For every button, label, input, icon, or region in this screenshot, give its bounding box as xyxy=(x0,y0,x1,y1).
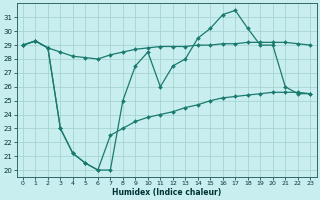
X-axis label: Humidex (Indice chaleur): Humidex (Indice chaleur) xyxy=(112,188,221,197)
